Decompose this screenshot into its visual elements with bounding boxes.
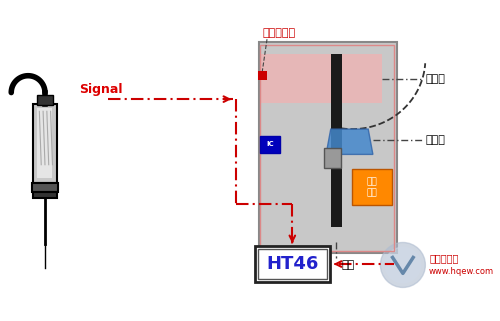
Bar <box>260 136 280 152</box>
Bar <box>260 45 394 251</box>
Text: IC: IC <box>266 141 274 147</box>
Text: 升降機: 升降機 <box>426 135 445 145</box>
Text: Signal: Signal <box>78 83 122 96</box>
Text: HT46: HT46 <box>266 255 318 273</box>
Polygon shape <box>326 129 373 154</box>
Bar <box>33 192 57 198</box>
Text: 馬達: 馬達 <box>341 260 354 270</box>
Bar <box>38 108 52 178</box>
Bar <box>258 71 267 80</box>
Text: www.hqew.com: www.hqew.com <box>429 267 494 276</box>
Bar <box>258 249 327 279</box>
Text: 微控
制器: 微控 制器 <box>366 178 378 197</box>
Circle shape <box>385 247 420 283</box>
Text: 华强电子网: 华强电子网 <box>429 253 458 264</box>
Bar <box>352 169 392 205</box>
Bar <box>33 104 57 184</box>
Bar <box>32 184 58 192</box>
Text: 氣體感測器: 氣體感測器 <box>262 28 296 38</box>
Bar <box>255 246 330 282</box>
Circle shape <box>380 242 426 287</box>
Bar <box>324 148 341 169</box>
Text: 玻璃窗: 玻璃窗 <box>426 74 445 83</box>
Bar <box>260 54 382 103</box>
Bar <box>36 95 54 105</box>
Bar <box>330 54 342 228</box>
Bar <box>258 42 398 253</box>
